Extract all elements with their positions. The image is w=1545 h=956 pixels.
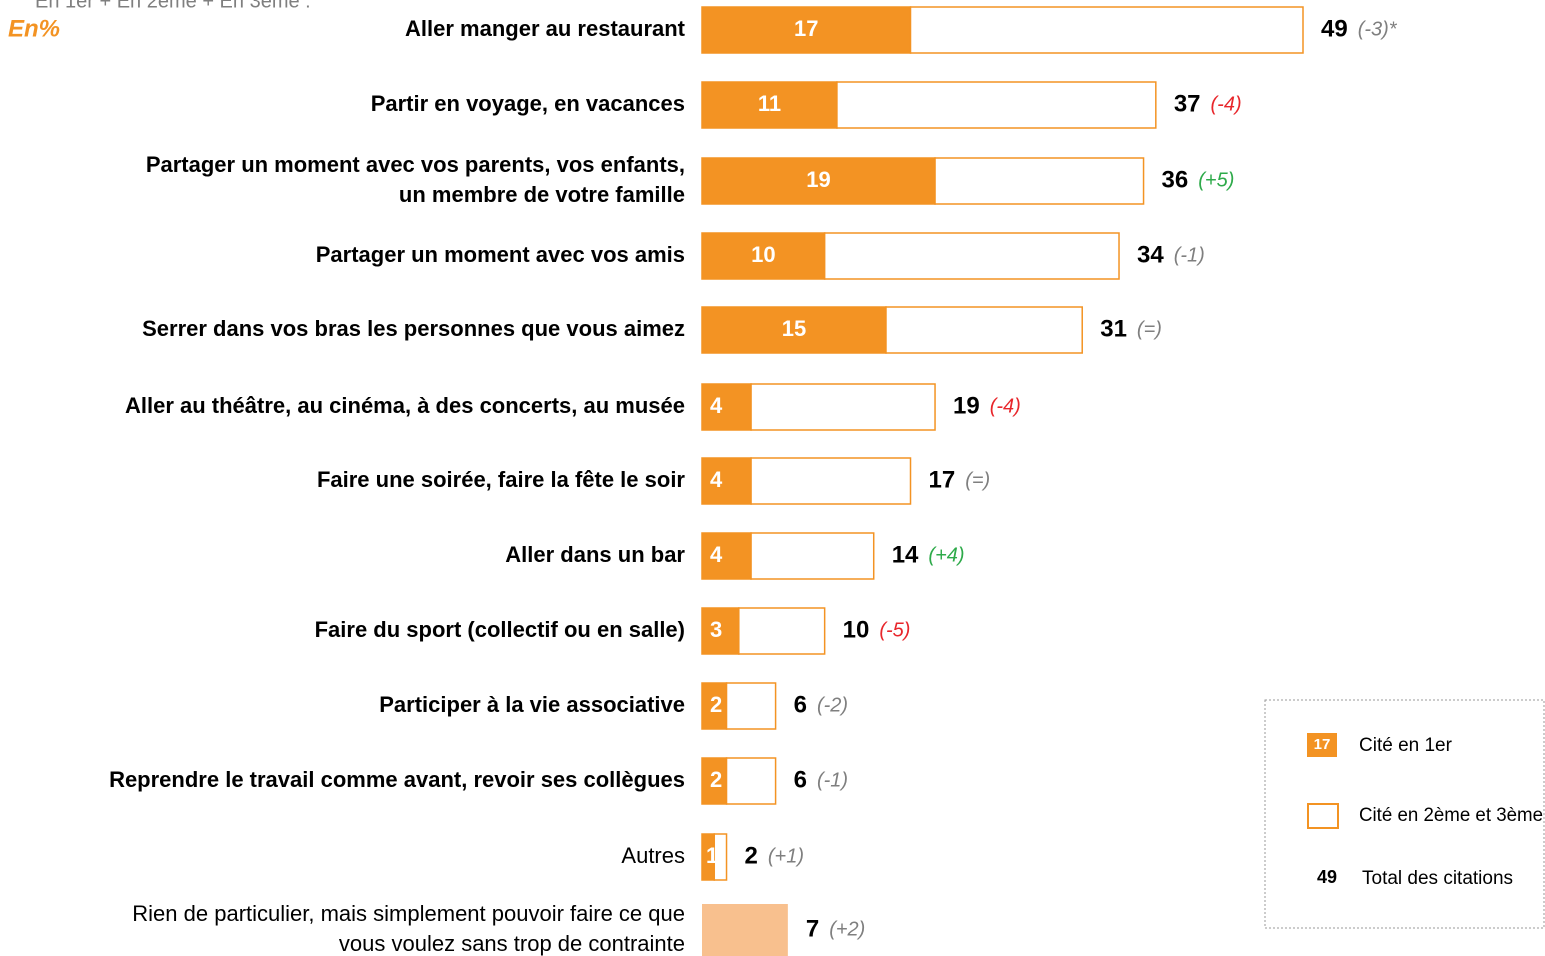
total-label: 37 <box>1174 90 1201 117</box>
unit-note: En% <box>8 15 60 42</box>
category-label: Aller au théâtre, au cinéma, à des conce… <box>125 393 685 418</box>
bar-first <box>701 232 826 280</box>
first-value-label: 3 <box>710 617 722 642</box>
total-label: 7 <box>806 915 819 942</box>
bar-rest <box>713 833 728 881</box>
bar-rest <box>823 232 1120 280</box>
bar-first <box>701 157 936 205</box>
bar-first <box>701 532 752 580</box>
bar-rest <box>934 157 1145 205</box>
change-label: (+2) <box>829 918 865 940</box>
category-label: Participer à la vie associative <box>379 692 685 717</box>
bar-rest <box>885 306 1083 354</box>
first-value-label: 2 <box>710 692 722 717</box>
change-label: (-1) <box>1174 244 1205 266</box>
first-value-label: 4 <box>710 467 723 492</box>
first-value-label: 11 <box>758 91 781 116</box>
category-label: Reprendre le travail comme avant, revoir… <box>109 767 685 792</box>
total-label: 2 <box>745 842 758 869</box>
bar-rest <box>909 6 1304 54</box>
first-value-label: 4 <box>710 542 723 567</box>
total-label: 49 <box>1321 15 1348 42</box>
first-value-label: 15 <box>782 316 806 341</box>
category-label: Autres <box>621 843 685 868</box>
legend-swatch-first <box>1307 733 1337 757</box>
change-label: (+4) <box>928 544 964 566</box>
bar-rest <box>725 682 777 730</box>
category-label: Aller manger au restaurant <box>405 16 686 41</box>
bar-rest <box>750 383 936 431</box>
category-label: Partager un moment avec vos parents, vos… <box>146 152 685 177</box>
bar-first <box>701 6 912 54</box>
change-label: (=) <box>965 469 990 491</box>
change-label: (-4) <box>990 395 1021 417</box>
category-label: Rien de particulier, mais simplement pou… <box>132 901 685 926</box>
total-label: 17 <box>929 466 956 493</box>
change-label: (+1) <box>768 845 804 867</box>
total-label: 14 <box>892 541 919 568</box>
legend-label: Cité en 1er <box>1359 735 1453 756</box>
first-value-label: 1 <box>706 843 718 868</box>
change-label: (-2) <box>817 694 848 716</box>
total-label: 34 <box>1137 241 1164 268</box>
change-label: (-5) <box>879 619 910 641</box>
legend-box <box>1264 699 1545 929</box>
first-value-label: 10 <box>751 242 775 267</box>
change-label: (-4) <box>1211 93 1242 115</box>
change-label: (-3)* <box>1358 18 1398 40</box>
category-label: Aller dans un bar <box>505 542 685 567</box>
bar-first <box>701 81 838 129</box>
change-label: (-1) <box>817 769 848 791</box>
bar-first <box>701 383 752 431</box>
category-label: vous voulez sans trop de contrainte <box>339 931 685 956</box>
bar-rest <box>725 757 777 805</box>
category-label: un membre de votre famille <box>399 182 685 207</box>
total-label: 31 <box>1100 315 1127 342</box>
total-label: 6 <box>794 766 807 793</box>
category-label: Faire une soirée, faire la fête le soir <box>317 467 685 492</box>
category-label: Partir en voyage, en vacances <box>371 91 685 116</box>
total-label: 19 <box>953 392 980 419</box>
first-value-label: 17 <box>794 16 818 41</box>
subtitle: En 1er + En 2ème + En 3ème : <box>35 0 311 12</box>
total-label: 10 <box>843 616 870 643</box>
legend-label: Cité en 2ème et 3ème <box>1359 805 1543 826</box>
change-label: (+5) <box>1198 169 1234 191</box>
first-value-label: 19 <box>806 167 830 192</box>
legend-label: Total des citations <box>1362 868 1513 889</box>
bar-plain <box>702 904 788 956</box>
first-value-label: 4 <box>710 393 723 418</box>
change-label: (=) <box>1137 318 1162 340</box>
category-label: Partager un moment avec vos amis <box>316 242 685 267</box>
bar-rest <box>836 81 1157 129</box>
bar-rest <box>750 457 912 505</box>
first-value-label: 2 <box>710 767 722 792</box>
legend-swatch-rest <box>1307 803 1339 829</box>
category-label: Serrer dans vos bras les personnes que v… <box>142 316 685 341</box>
legend-sample-first: 17 <box>1314 736 1331 753</box>
legend-sample-total: 49 <box>1317 867 1337 887</box>
total-label: 36 <box>1162 166 1189 193</box>
category-label: Faire du sport (collectif ou en salle) <box>315 617 685 642</box>
bar-rest <box>738 607 826 655</box>
bar-rest <box>750 532 875 580</box>
total-label: 6 <box>794 691 807 718</box>
